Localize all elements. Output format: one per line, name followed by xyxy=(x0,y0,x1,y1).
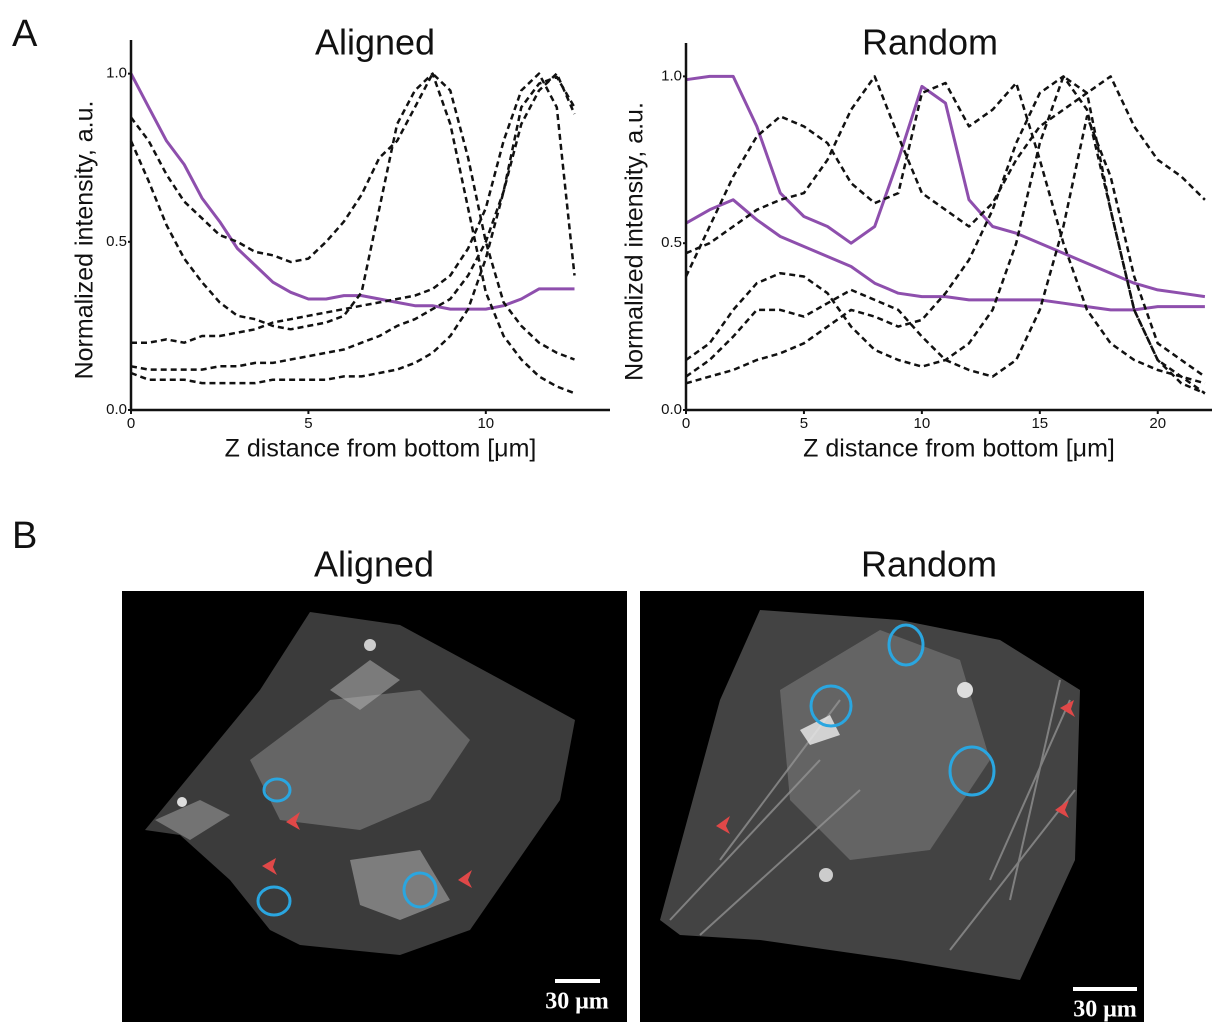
x-axis-label: Z distance from bottom [μm] xyxy=(803,435,1115,463)
data-line xyxy=(131,77,575,383)
data-line xyxy=(686,83,1205,383)
figure: A B Aligned Random 30 μm xyxy=(0,0,1223,1026)
data-line xyxy=(131,74,575,310)
data-line xyxy=(131,74,575,360)
scale-bar-label: 30 μm xyxy=(1073,997,1137,1023)
panel-label: A xyxy=(12,13,38,55)
chart: 0.0 0.5 1.0 0 5 10 Aligned Z distance from bott… xyxy=(71,22,610,463)
image-title: Aligned xyxy=(314,544,434,585)
y-tick-label: 0.0 xyxy=(106,401,127,418)
data-line xyxy=(131,74,575,370)
panel-label: B xyxy=(12,515,37,557)
data-line xyxy=(686,116,1205,376)
y-tick-label: 0.5 xyxy=(106,233,127,250)
y-tick-label: 0.0 xyxy=(661,401,682,418)
data-line xyxy=(686,76,1205,393)
y-axis-label: Normalized intensity, a.u. xyxy=(621,102,649,381)
x-axis-label: Z distance from bottom [μm] xyxy=(225,435,537,463)
x-tick-label: 0 xyxy=(682,415,690,432)
image-aligned: 30 μm xyxy=(122,591,627,1022)
y-axis-label: Normalized intensity, a.u. xyxy=(71,101,99,380)
image-random: 30 μm xyxy=(640,591,1144,1023)
x-tick-label: 0 xyxy=(127,415,135,432)
chart-title: Random xyxy=(862,22,998,63)
scale-bar-label: 30 μm xyxy=(545,989,609,1015)
y-tick-label: 1.0 xyxy=(661,67,682,84)
x-tick-label: 5 xyxy=(304,415,312,432)
chart: 0.0 0.5 1.0 0 5 10 15 20 Random Z distance from b… xyxy=(621,22,1212,463)
x-tick-label: 5 xyxy=(800,415,808,432)
data-line xyxy=(686,76,1205,393)
x-tick-label: 20 xyxy=(1149,415,1166,432)
y-tick-label: 1.0 xyxy=(106,65,127,82)
image-title: Random xyxy=(861,544,997,585)
x-tick-label: 10 xyxy=(914,415,931,432)
x-tick-label: 10 xyxy=(477,415,494,432)
x-tick-label: 15 xyxy=(1031,415,1048,432)
chart-title: Aligned xyxy=(315,22,435,63)
y-tick-label: 0.5 xyxy=(661,234,682,251)
